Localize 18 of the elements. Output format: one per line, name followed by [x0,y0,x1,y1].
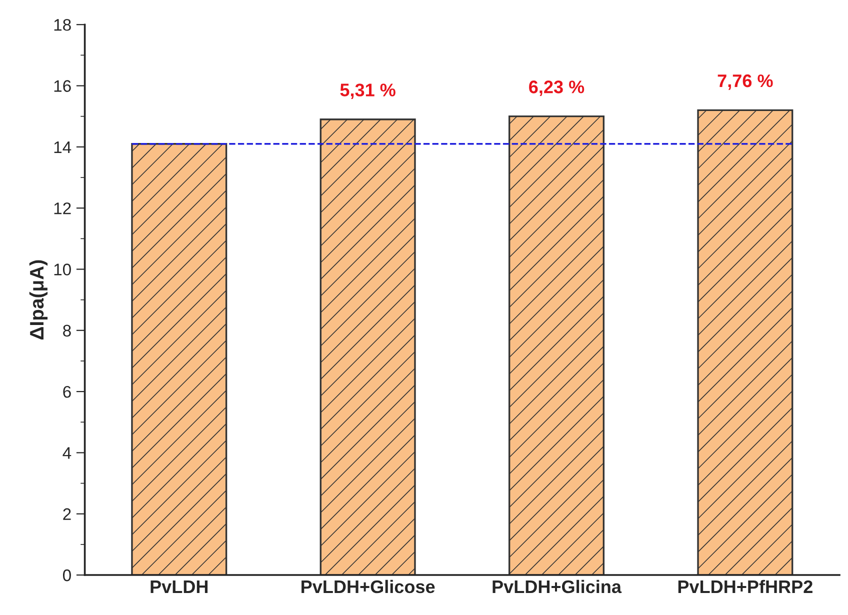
y-tick-label: 8 [63,324,71,337]
y-tick-label: 14 [54,141,72,153]
annotation: 6,23 % [529,80,584,96]
annotation: 7,76 % [718,74,773,90]
x-tick-label: PvLDH [150,580,208,593]
x-tick-label: PvLDH+Glicina [492,580,622,594]
y-tick-label: 0 [62,569,71,582]
y-tick-label: 4 [62,447,72,459]
y-tick-label: 18 [54,19,71,31]
y-tick-label: 10 [54,264,71,276]
x-tick-label: PvLDH+PfHRP2 [678,580,812,593]
y-tick-label: 2 [63,508,71,520]
x-tick-label: PvLDH+Glicose [302,580,435,594]
y-axis-title: ΔIpa(μA) [29,260,48,340]
annotation: 5,31 % [340,84,396,99]
y-tick-label: 6 [63,386,71,398]
y-tick-label: 12 [54,202,71,214]
y-tick-label: 16 [54,80,71,92]
